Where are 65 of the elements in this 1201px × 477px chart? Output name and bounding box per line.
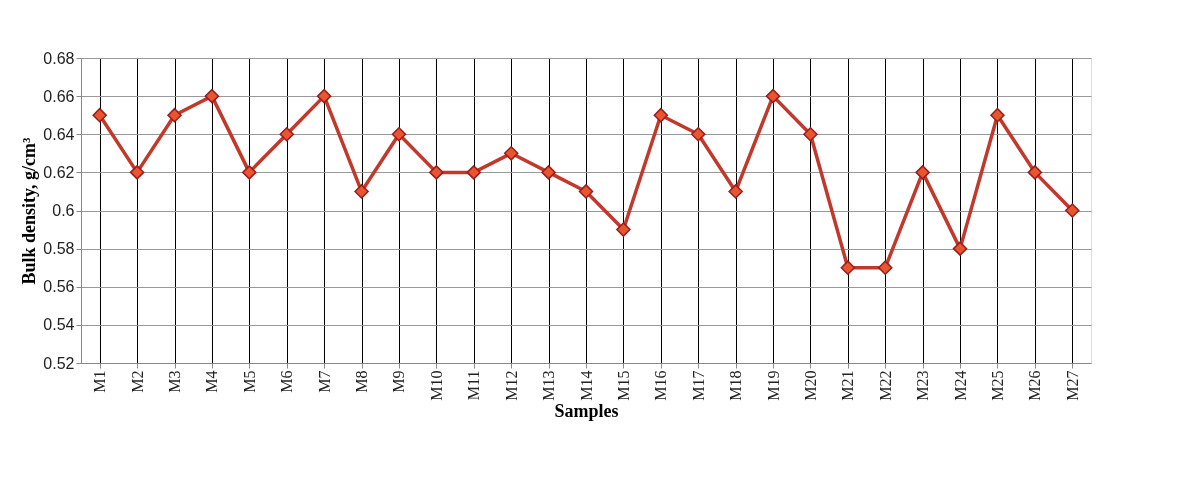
x-tick-label: M20 [801, 370, 819, 401]
point [840, 260, 856, 275]
point [429, 165, 444, 180]
y-axis-title: Bulk density, g/cm³ [19, 136, 40, 285]
y-tick-label: 0.68 [43, 49, 75, 67]
x-tick-label: M10 [427, 370, 445, 401]
point [354, 184, 369, 199]
x-tick-label: M9 [390, 370, 408, 393]
x-tick-label: M4 [203, 370, 221, 393]
point [915, 165, 930, 180]
point [990, 107, 1005, 123]
y-tick-label: 0.66 [43, 87, 75, 105]
point [765, 88, 781, 104]
x-tick-label: M12 [502, 370, 520, 401]
point [391, 126, 407, 142]
x-tick-label: M8 [353, 370, 371, 393]
x-tick-label: M23 [914, 370, 932, 401]
x-tick-label: M14 [577, 370, 595, 401]
x-tick-label: M1 [91, 370, 109, 393]
x-tick-label: M21 [839, 370, 857, 401]
point [167, 107, 182, 123]
x-tick-label: M6 [278, 370, 296, 393]
point [1065, 203, 1080, 218]
y-tick-label: 0.6 [52, 202, 75, 219]
point [578, 184, 594, 199]
point [204, 88, 220, 104]
x-tick-label: M15 [614, 370, 632, 401]
x-tick-label: M17 [689, 370, 707, 401]
x-tick-label: M22 [876, 370, 894, 401]
x-tick-label: M25 [988, 370, 1006, 401]
y-tick-label: 0.64 [43, 125, 75, 143]
x-tick-label: M16 [652, 370, 670, 401]
y-tick-label: 0.52 [43, 354, 75, 372]
x-tick-label: M18 [727, 370, 745, 401]
point [952, 241, 968, 256]
x-tick-label: M7 [315, 370, 333, 393]
x-tick-label: M24 [951, 370, 969, 401]
point [1027, 165, 1043, 180]
point [803, 126, 818, 142]
point [877, 260, 893, 275]
x-tick-label: M27 [1063, 370, 1081, 401]
x-axis-title: Samples [554, 400, 619, 421]
point [129, 165, 145, 180]
point [653, 107, 669, 123]
x-tick-label: M13 [540, 370, 558, 401]
point [316, 88, 332, 104]
point [541, 165, 556, 180]
point [728, 184, 743, 199]
x-tick-label: M5 [240, 370, 258, 393]
y-tick-label: 0.58 [43, 240, 75, 258]
x-tick-label: M2 [128, 370, 146, 393]
x-tick-label: M3 [166, 370, 184, 393]
point [242, 165, 257, 180]
y-tick-label: 0.62 [43, 163, 75, 181]
point [616, 222, 631, 237]
y-tick-label: 0.56 [43, 278, 75, 296]
point [279, 126, 295, 142]
point [466, 165, 482, 180]
y-tick-label: 0.54 [43, 316, 75, 334]
x-tick-label: M26 [1026, 370, 1044, 401]
point [690, 126, 706, 142]
point [92, 107, 107, 123]
x-tick-label: M19 [764, 370, 782, 401]
x-tick-label: M11 [465, 370, 483, 401]
point [503, 146, 519, 161]
